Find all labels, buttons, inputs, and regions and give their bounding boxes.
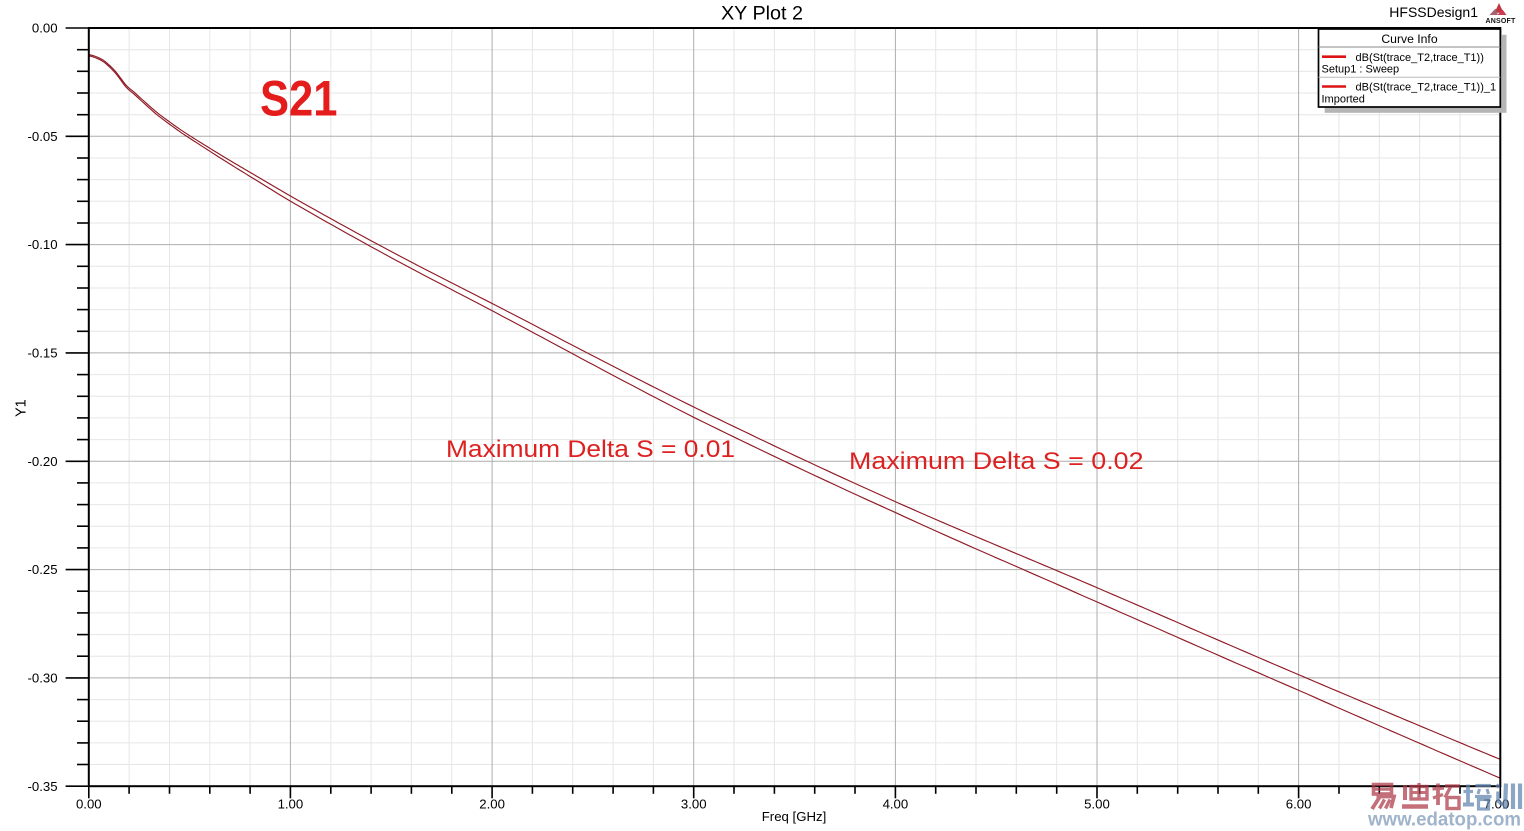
- svg-text:dB(St(trace_T2,trace_T1))_1: dB(St(trace_T2,trace_T1))_1: [1356, 82, 1497, 94]
- svg-text:Setup1 : Sweep: Setup1 : Sweep: [1322, 63, 1400, 75]
- svg-text:XY Plot 2: XY Plot 2: [721, 3, 803, 25]
- svg-text:0.00: 0.00: [76, 796, 102, 811]
- svg-text:ANSOFT: ANSOFT: [1486, 18, 1517, 25]
- svg-text:4.00: 4.00: [883, 796, 909, 811]
- svg-text:www.edatop.com: www.edatop.com: [1367, 808, 1521, 830]
- svg-text:3.00: 3.00: [681, 796, 707, 811]
- svg-text:6.00: 6.00: [1286, 796, 1312, 811]
- svg-text:Maximum Delta S = 0.01: Maximum Delta S = 0.01: [446, 436, 735, 463]
- svg-text:-0.05: -0.05: [28, 129, 58, 144]
- svg-text:Imported: Imported: [1322, 94, 1365, 106]
- svg-text:-0.10: -0.10: [28, 237, 58, 252]
- svg-text:1.00: 1.00: [278, 796, 304, 811]
- svg-text:-0.30: -0.30: [28, 671, 58, 686]
- svg-text:5.00: 5.00: [1084, 796, 1110, 811]
- svg-text:0.00: 0.00: [32, 21, 58, 36]
- svg-text:HFSSDesign1: HFSSDesign1: [1389, 4, 1478, 20]
- svg-text:-0.20: -0.20: [28, 454, 58, 469]
- svg-text:-0.25: -0.25: [28, 562, 58, 577]
- svg-text:dB(St(trace_T2,trace_T1)): dB(St(trace_T2,trace_T1)): [1356, 52, 1484, 64]
- svg-text:S21: S21: [260, 71, 338, 127]
- svg-text:-0.35: -0.35: [28, 779, 58, 794]
- svg-text:Curve Info: Curve Info: [1381, 32, 1437, 46]
- svg-text:2.00: 2.00: [479, 796, 505, 811]
- svg-text:Y1: Y1: [14, 399, 30, 417]
- svg-text:Freq [GHz]: Freq [GHz]: [762, 809, 826, 824]
- svg-text:Maximum Delta S = 0.02: Maximum Delta S = 0.02: [849, 448, 1144, 475]
- svg-text:-0.15: -0.15: [28, 346, 58, 361]
